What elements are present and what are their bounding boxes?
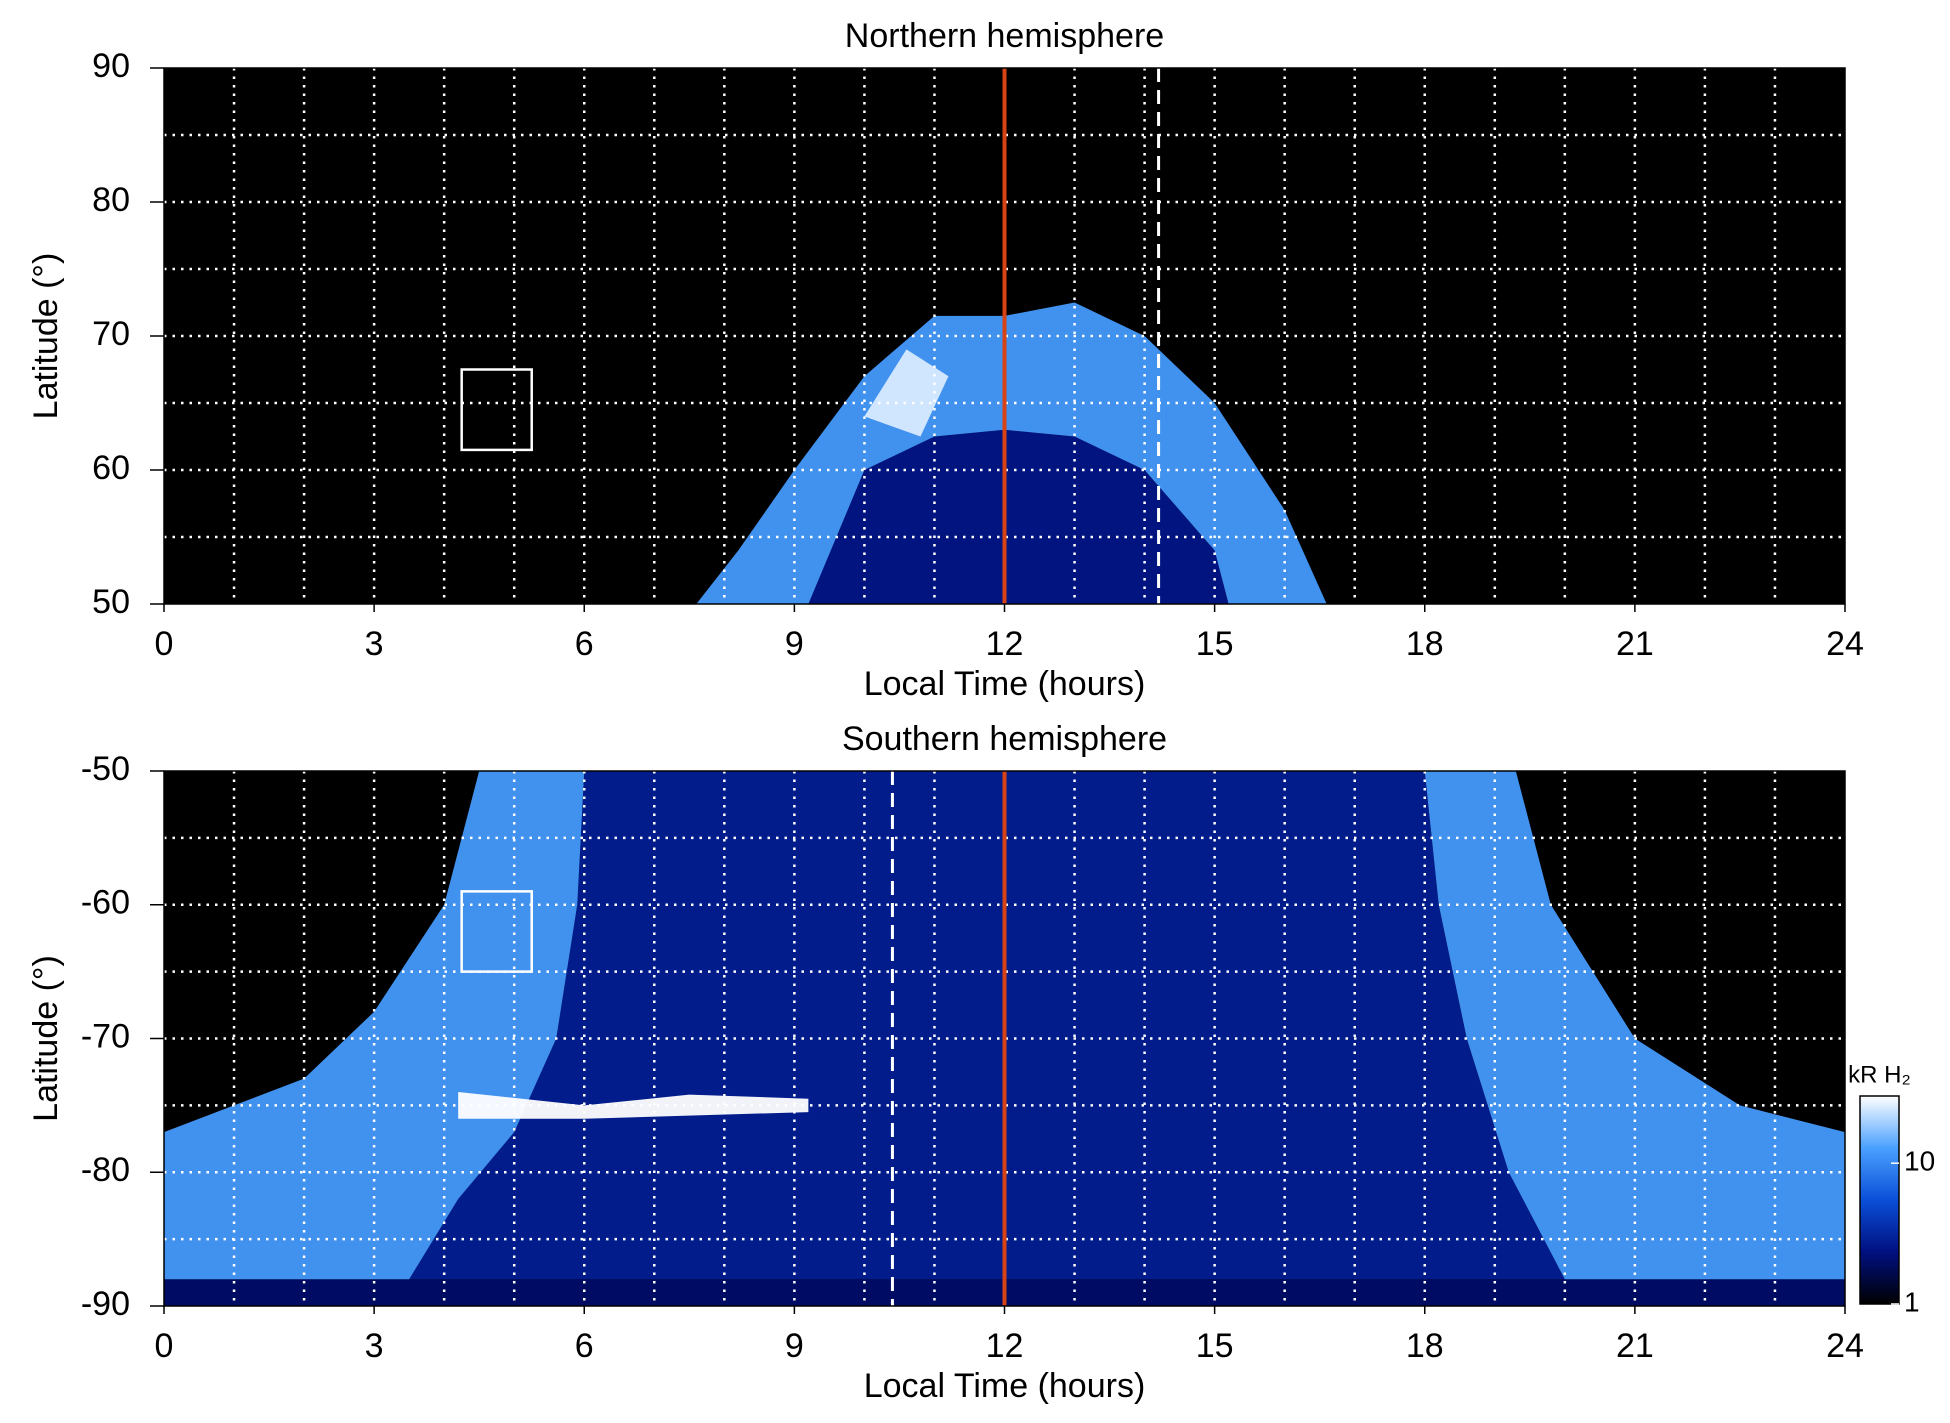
x-tick-label: 3	[365, 625, 384, 663]
x-tick-label: 15	[1196, 625, 1234, 663]
x-tick-label: 21	[1616, 625, 1654, 663]
y-tick-label: -80	[81, 1151, 130, 1189]
chart-title: Northern hemisphere	[845, 17, 1164, 55]
y-tick-label: 90	[92, 47, 130, 85]
y-tick-label: 80	[92, 181, 130, 219]
plot-area	[164, 771, 1845, 1306]
x-axis-label: Local Time (hours)	[864, 1367, 1146, 1405]
x-tick-label: 24	[1826, 625, 1864, 663]
y-tick-label: -60	[81, 884, 130, 922]
x-tick-label: 15	[1196, 1327, 1234, 1365]
x-tick-label: 18	[1406, 1327, 1444, 1365]
y-tick-label: 60	[92, 449, 130, 487]
y-tick-label: -50	[81, 750, 130, 788]
y-tick-label: 70	[92, 315, 130, 353]
x-axis-label: Local Time (hours)	[864, 665, 1146, 703]
region-box	[460, 368, 533, 452]
x-tick-label: 21	[1616, 1327, 1654, 1365]
colorbar-label: kR H₂	[1848, 1061, 1911, 1088]
emission-region	[164, 771, 585, 1280]
y-tick-label: -90	[81, 1285, 130, 1323]
x-tick-label: 6	[575, 625, 594, 663]
emission-region	[808, 429, 1229, 604]
emission-region	[696, 302, 1327, 604]
y-tick-label: -70	[81, 1017, 130, 1055]
colorbar-tick-label: 10	[1904, 1146, 1935, 1177]
x-tick-label: 12	[986, 625, 1024, 663]
x-tick-label: 9	[785, 1327, 804, 1365]
x-tick-label: 9	[785, 625, 804, 663]
y-axis-label: Latitude (°)	[27, 955, 65, 1122]
x-tick-label: 6	[575, 1327, 594, 1365]
colorbar	[1859, 1095, 1900, 1305]
x-tick-label: 24	[1826, 1327, 1864, 1365]
y-tick-label: 50	[92, 583, 130, 621]
y-axis-label: Latitude (°)	[27, 253, 65, 420]
colorbar-tick-label: 1	[1904, 1286, 1920, 1317]
region-box	[460, 890, 533, 973]
x-tick-label: 3	[365, 1327, 384, 1365]
x-tick-label: 12	[986, 1327, 1024, 1365]
emission-region	[409, 771, 1565, 1280]
emission-region	[864, 349, 949, 437]
x-tick-label: 0	[155, 625, 174, 663]
chart-title: Southern hemisphere	[842, 720, 1167, 758]
plot-area	[164, 68, 1845, 604]
x-tick-label: 18	[1406, 625, 1444, 663]
x-tick-label: 0	[155, 1327, 174, 1365]
emission-region	[1424, 771, 1845, 1280]
